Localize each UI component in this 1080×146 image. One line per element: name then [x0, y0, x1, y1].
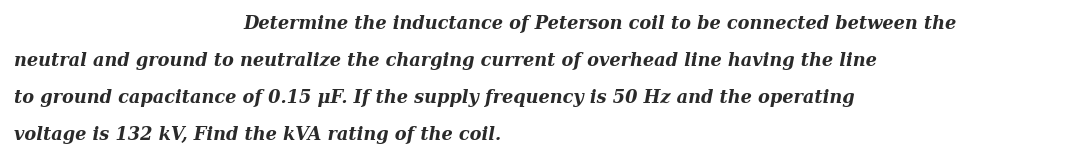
Text: neutral and ground to neutralize the charging current of overhead line having th: neutral and ground to neutralize the cha… [14, 52, 877, 70]
Text: Determine the inductance of Peterson coil to be connected between the: Determine the inductance of Peterson coi… [243, 15, 956, 33]
Text: to ground capacitance of 0.15 μF. If the supply frequency is 50 Hz and the opera: to ground capacitance of 0.15 μF. If the… [14, 89, 854, 107]
Text: voltage is 132 kV, Find the kVA rating of the coil.: voltage is 132 kV, Find the kVA rating o… [14, 126, 501, 144]
